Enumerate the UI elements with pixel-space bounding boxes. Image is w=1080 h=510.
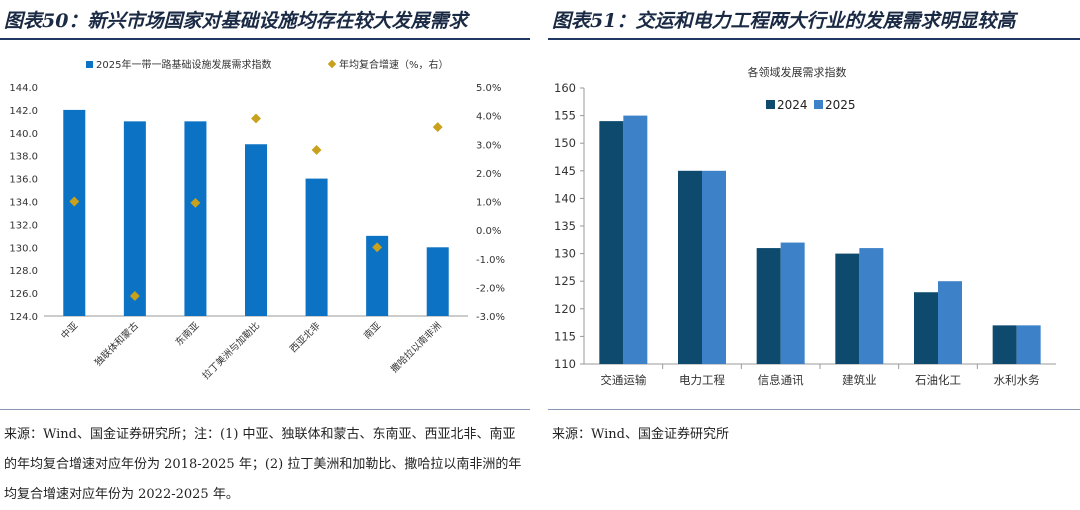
y-tick-label: 138.0 — [9, 152, 38, 163]
right-chart-panel: 图表51：交运和电力工程两大行业的发展需求明显较高 各领域发展需求指数 110 11… — [548, 0, 1080, 506]
x-tick-label: 撒哈拉以南非洲 — [388, 320, 444, 376]
legend-swatch-bar — [86, 61, 93, 68]
bar-2024 — [756, 248, 781, 364]
x-tick-label: 西亚北非 — [287, 319, 323, 355]
y2-tick-label: -2.0% — [476, 283, 505, 294]
legend-label-marker: 年均复合增速（%，右） — [339, 58, 449, 71]
scatter-point — [432, 122, 443, 133]
y-tick-label: 126.0 — [9, 289, 38, 300]
x-tick-label: 建筑业 — [842, 373, 877, 387]
bar — [366, 235, 389, 316]
y-tick-label: 134.0 — [9, 198, 38, 209]
y-tick-label: 160 — [554, 81, 576, 95]
scatter-point — [129, 291, 140, 301]
bar-2024 — [835, 253, 860, 364]
right-source-rule — [548, 409, 1080, 410]
y-tick-label: 140.0 — [9, 129, 38, 140]
bar — [426, 247, 449, 316]
left-chart-title: 图表50：新兴市场国家对基础设施均存在较大发展需求 — [4, 10, 468, 32]
y-tick-label: 135 — [554, 219, 576, 233]
bar-2025 — [780, 242, 805, 364]
bar-2024 — [914, 292, 938, 364]
bar-2025 — [859, 248, 884, 364]
x-tick-label: 拉丁美洲与加勒比 — [200, 320, 262, 382]
bar-2024 — [992, 325, 1017, 364]
y-tick-label: 145 — [554, 164, 576, 178]
x-tick-label: 独联体和蒙古 — [92, 319, 141, 368]
y-tick-label: 130.0 — [9, 243, 38, 254]
y2-tick-label: 2.0% — [476, 169, 501, 180]
x-tick-label: 中亚 — [58, 319, 80, 341]
y-tick-label: 140 — [554, 191, 576, 205]
y-tick-label: 115 — [554, 329, 576, 343]
chart-title: 各领域发展需求指数 — [748, 65, 847, 79]
bar-2025 — [702, 170, 726, 364]
y-tick-label: 130 — [554, 247, 576, 261]
left-chart-panel: 图表50：新兴市场国家对基础设施均存在较大发展需求 124.0 126.0 128.… — [0, 0, 530, 506]
scatter-point — [311, 145, 322, 155]
legend-label-2025: 2025 — [825, 98, 856, 112]
x-tick-label: 水利水务 — [994, 373, 1040, 387]
y2-tick-label: 4.0% — [476, 112, 501, 123]
bar — [305, 178, 328, 316]
x-tick-label: 石油化工 — [915, 373, 961, 387]
left-source-note: 来源：Wind、国金证券研究所；注：(1) 中亚、独联体和蒙古、东南亚、西亚北非… — [4, 427, 522, 502]
y2-tick-label: 5.0% — [476, 83, 501, 94]
scatter-point — [251, 113, 261, 124]
bar-2024 — [678, 170, 702, 364]
y2-tick-label: 1.0% — [476, 198, 501, 209]
right-source-note: 来源：Wind、国金证券研究所 — [552, 427, 729, 442]
bar — [184, 121, 207, 316]
bar — [245, 144, 267, 316]
bar-2025 — [623, 115, 648, 364]
bar-2024 — [599, 121, 624, 365]
y-tick-label: 150 — [554, 136, 576, 150]
y2-tick-label: -1.0% — [476, 255, 505, 266]
x-tick-label: 南亚 — [361, 319, 383, 341]
x-tick-label: 信息通讯 — [758, 373, 804, 387]
y-tick-label: 120 — [554, 302, 576, 316]
right-title-rule — [548, 38, 1080, 40]
bar-2025 — [1016, 325, 1041, 364]
y-tick-label: 132.0 — [9, 220, 38, 231]
legend-swatch-marker — [327, 59, 337, 69]
y-tick-label: 155 — [554, 109, 576, 123]
scatter-point — [190, 197, 201, 208]
y2-tick-label: 0.0% — [476, 226, 501, 237]
bar-2025 — [938, 281, 962, 364]
bar — [123, 121, 146, 316]
y2-tick-label: -3.0% — [476, 312, 505, 323]
legend-swatch-2025 — [814, 100, 823, 109]
x-tick-label: 交通运输 — [600, 373, 646, 387]
y-tick-label: 144.0 — [9, 83, 38, 94]
y-tick-label: 110 — [554, 357, 576, 371]
right-chart-title: 图表51：交运和电力工程两大行业的发展需求明显较高 — [552, 10, 1016, 32]
x-tick-label: 东南亚 — [173, 319, 202, 348]
x-tick-label: 电力工程 — [679, 373, 725, 387]
scatter-point — [372, 242, 383, 253]
y-tick-label: 136.0 — [9, 175, 38, 186]
left-source-rule — [0, 409, 530, 410]
bar — [63, 109, 86, 317]
y-tick-label: 142.0 — [9, 106, 38, 117]
left-title-rule — [0, 38, 530, 40]
legend-label-2024: 2024 — [777, 98, 808, 112]
legend-label-bar: 2025年一带一路基础设施发展需求指数 — [96, 58, 271, 71]
right-chart-svg: 各领域发展需求指数 110 115 120 125 130 135 140 145 150 155 1… — [554, 65, 1056, 387]
y-tick-label: 128.0 — [9, 266, 38, 277]
y-tick-label: 124.0 — [9, 312, 38, 323]
scatter-point — [69, 196, 80, 207]
y-tick-label: 125 — [554, 274, 576, 288]
left-chart-svg: 124.0 126.0 128.0 130.0 132.0 134.0 136.0 138.0… — [9, 58, 505, 382]
y2-tick-label: 3.0% — [476, 140, 501, 151]
legend-swatch-2024 — [766, 100, 775, 109]
